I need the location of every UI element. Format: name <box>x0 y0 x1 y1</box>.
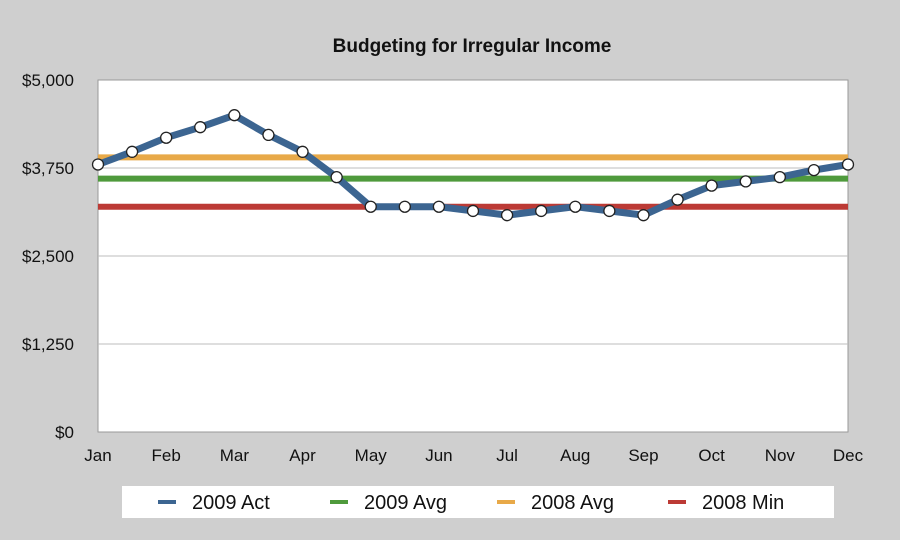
data-point <box>296 145 309 158</box>
data-point <box>125 145 139 158</box>
data-point <box>671 193 684 206</box>
legend-label-2009-act: 2009 Act <box>192 492 270 514</box>
series-group <box>91 109 855 222</box>
y-tick-label: $1,250 <box>22 335 74 354</box>
x-tick-label: May <box>355 446 388 465</box>
x-tick-label: Jun <box>425 446 452 465</box>
data-point <box>807 163 821 177</box>
data-point <box>739 175 752 188</box>
series-2009-act <box>91 109 855 222</box>
gridlines <box>98 167 848 345</box>
legend-label-2008-avg: 2008 Avg <box>531 492 614 514</box>
x-tick-label: Dec <box>833 446 864 465</box>
x-tick-label: Apr <box>289 446 316 465</box>
data-point <box>398 200 411 213</box>
y-tick-label: $3,750 <box>22 159 74 178</box>
x-tick-label: Nov <box>765 446 796 465</box>
x-tick-label: Jul <box>496 446 518 465</box>
x-axis-ticks: Jan Feb Mar Apr May Jun Jul Aug Sep Oct Nov Dec <box>84 446 863 465</box>
x-tick-label: Aug <box>560 446 590 465</box>
data-point <box>773 171 786 184</box>
data-point <box>228 109 241 122</box>
legend: 2009 Act 2009 Avg 2008 Avg 2008 Min <box>122 486 834 518</box>
data-point <box>569 200 582 213</box>
x-tick-label: Jan <box>84 446 111 465</box>
y-tick-label: $2,500 <box>22 247 74 266</box>
chart-title: Budgeting for Irregular Income <box>333 36 612 57</box>
data-point <box>194 121 207 134</box>
data-point <box>466 204 480 218</box>
y-tick-label: $0 <box>55 423 74 442</box>
x-tick-label: Feb <box>152 446 181 465</box>
data-point <box>705 179 718 192</box>
x-tick-label: Sep <box>628 446 658 465</box>
data-point <box>637 209 650 222</box>
data-point <box>262 128 275 142</box>
data-point <box>535 204 548 218</box>
data-point <box>330 171 343 184</box>
data-point <box>364 200 377 213</box>
legend-label-2008-min: 2008 Min <box>702 492 784 514</box>
legend-box <box>122 486 834 518</box>
y-tick-label: $5,000 <box>22 71 74 90</box>
data-point <box>91 158 105 171</box>
data-point <box>160 131 173 144</box>
legend-label-2009-avg: 2009 Avg <box>364 492 447 514</box>
x-tick-label: Oct <box>698 446 725 465</box>
data-point <box>500 209 514 222</box>
data-point <box>603 204 616 218</box>
data-point <box>432 200 446 213</box>
x-tick-label: Mar <box>220 446 250 465</box>
y-axis-ticks: $0 $1,250 $2,500 $3,750 $5,000 <box>22 71 74 442</box>
data-point <box>841 158 855 171</box>
